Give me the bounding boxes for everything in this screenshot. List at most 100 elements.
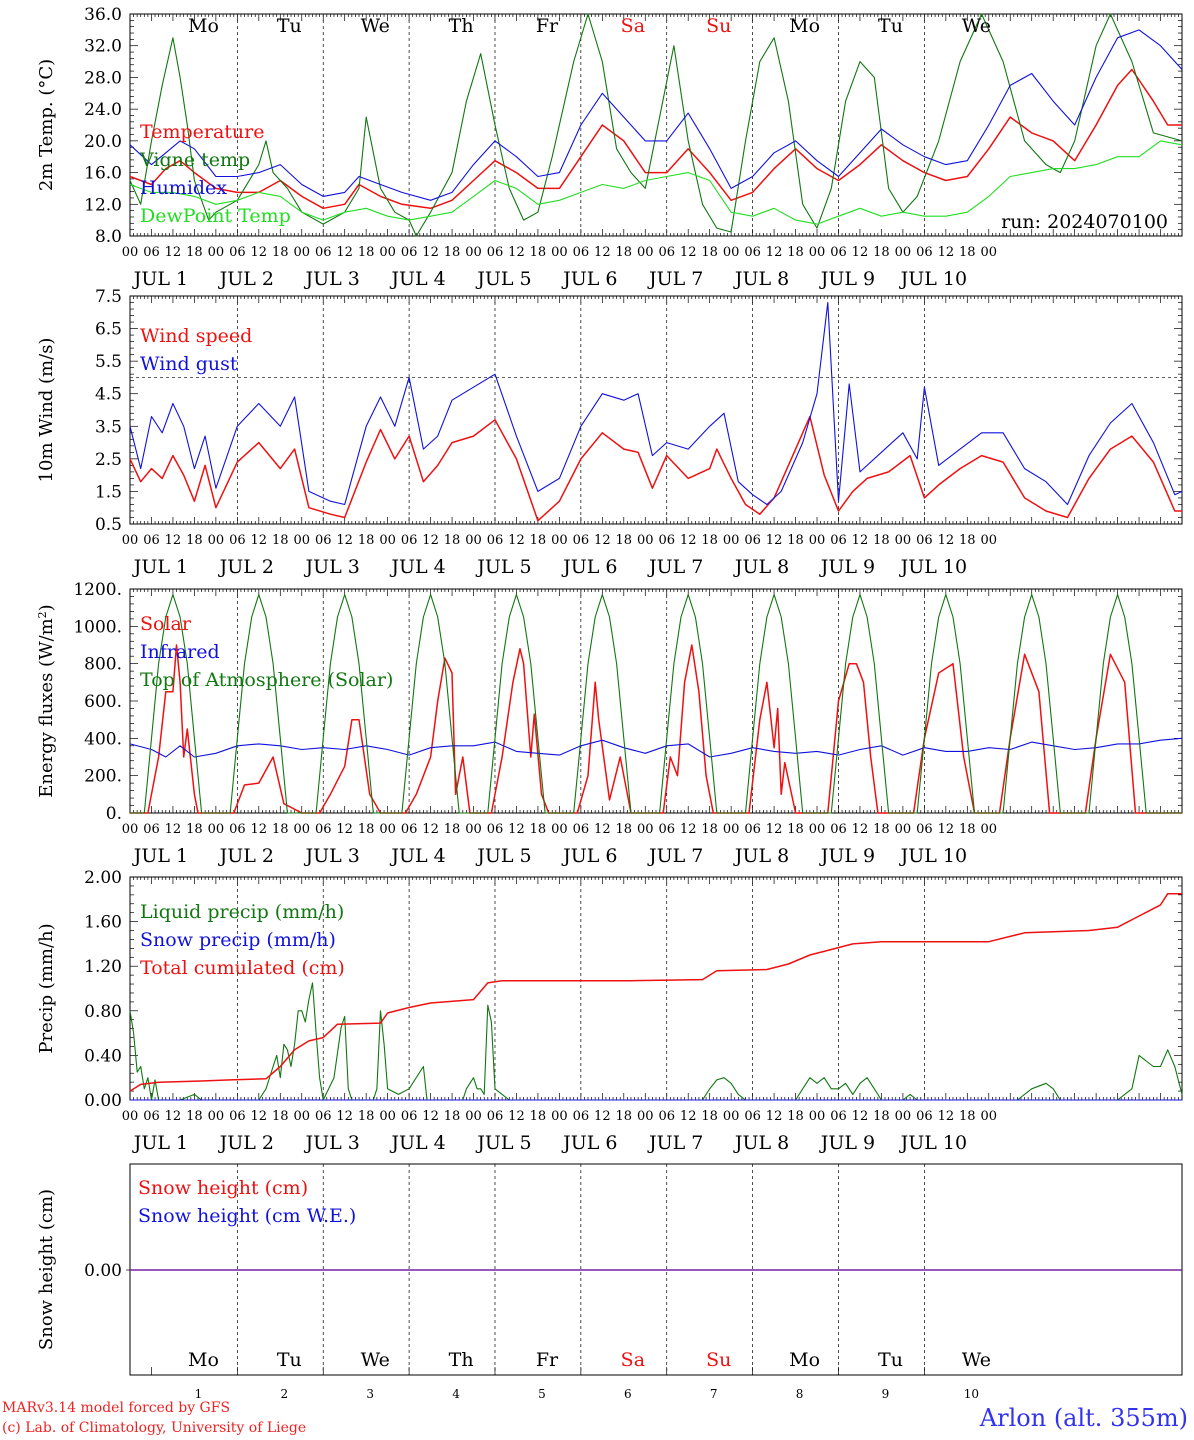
- hour-tick-label: 06: [658, 1109, 675, 1124]
- bottom-day-number: 6: [624, 1387, 632, 1400]
- y-tick-label: 1.5: [95, 482, 122, 502]
- hour-tick-label: 00: [208, 245, 225, 260]
- hour-tick-label: 00: [809, 822, 826, 837]
- hour-tick-label: 18: [701, 245, 718, 260]
- y-axis-title: Energy fluxes (W/m2): [36, 604, 58, 797]
- hour-tick-label: 00: [981, 822, 998, 837]
- day-letter-top: Tu: [878, 15, 903, 37]
- date-label: JUL 9: [819, 1132, 875, 1154]
- hour-tick-label: 12: [336, 822, 353, 837]
- hour-tick-label: 18: [358, 822, 375, 837]
- hour-tick-label: 06: [315, 533, 332, 548]
- hour-tick-label: 00: [122, 1109, 139, 1124]
- legend-entry: Humidex: [140, 177, 227, 199]
- date-label: JUL 4: [389, 268, 445, 290]
- bottom-day-number: 5: [538, 1387, 546, 1400]
- legend-entry: Solar: [140, 613, 192, 635]
- y-tick-label: 1200.: [73, 580, 122, 600]
- hour-tick-label: 12: [336, 1109, 353, 1124]
- hour-tick-label: 18: [787, 822, 804, 837]
- panel-2: 10m Wind (m/s): [36, 295, 1183, 525]
- hour-tick-label: 18: [787, 533, 804, 548]
- date-label: JUL 8: [733, 1132, 789, 1154]
- hour-tick-label: 00: [293, 533, 310, 548]
- y-tick-label: 32.0: [84, 37, 122, 57]
- hour-tick-label: 00: [551, 245, 568, 260]
- day-letter-top: Th: [449, 15, 474, 37]
- panel-4: Precip (mm/h): [36, 876, 1183, 1101]
- hour-tick-label: 18: [616, 822, 633, 837]
- date-label: JUL 1: [132, 268, 188, 290]
- hour-tick-label: 06: [143, 822, 160, 837]
- y-tick-label: 0.00: [84, 1261, 122, 1281]
- hour-tick-label: 00: [293, 245, 310, 260]
- bottom-day-number: 4: [452, 1387, 460, 1400]
- hour-tick-label: 06: [744, 822, 761, 837]
- hour-tick-label: 00: [551, 822, 568, 837]
- y-tick-label: 6.5: [95, 320, 122, 340]
- hour-tick-label: 00: [723, 1109, 740, 1124]
- date-label: JUL 9: [819, 268, 875, 290]
- date-label: JUL 3: [304, 268, 360, 290]
- hour-tick-label: 12: [766, 245, 783, 260]
- day-letter-bottom: Th: [449, 1349, 474, 1371]
- series-line-temperature: [129, 68, 1182, 210]
- hour-tick-label: 18: [444, 533, 461, 548]
- hour-tick-label: 06: [830, 245, 847, 260]
- hour-tick-label: 18: [530, 822, 547, 837]
- hour-tick-label: 06: [315, 245, 332, 260]
- hour-tick-label: 12: [594, 822, 611, 837]
- hour-tick-label: 18: [186, 533, 203, 548]
- date-label: JUL 10: [899, 556, 967, 578]
- day-letter-bottom: We: [962, 1349, 991, 1371]
- hour-tick-label: 00: [723, 533, 740, 548]
- hour-tick-label: 00: [208, 822, 225, 837]
- hour-tick-label: 18: [358, 245, 375, 260]
- legend-entry: Wind gust: [140, 353, 238, 375]
- date-label: JUL 10: [899, 268, 967, 290]
- hour-tick-label: 12: [422, 245, 439, 260]
- day-letter-bottom: We: [361, 1349, 390, 1371]
- y-tick-label: 8.0: [95, 227, 122, 247]
- y-axis-title: Precip (mm/h): [36, 923, 57, 1053]
- date-label: JUL 4: [389, 556, 445, 578]
- hour-tick-label: 06: [573, 245, 590, 260]
- bottom-day-number: 7: [710, 1387, 718, 1400]
- legend-entry: DewPoint Temp: [140, 205, 291, 227]
- hour-tick-label: 06: [229, 822, 246, 837]
- y-tick-label: 0.40: [84, 1046, 122, 1066]
- panel-frame: [129, 13, 1183, 237]
- hour-tick-label: 18: [959, 245, 976, 260]
- hour-tick-label: 06: [143, 245, 160, 260]
- hour-tick-label: 06: [487, 245, 504, 260]
- hour-tick-label: 06: [229, 245, 246, 260]
- date-label: JUL 3: [304, 556, 360, 578]
- bottom-day-number: 3: [366, 1387, 374, 1400]
- date-label: JUL 2: [218, 1132, 274, 1154]
- legend-entry: Infrared: [140, 641, 220, 663]
- hour-tick-label: 18: [186, 1109, 203, 1124]
- y-axis-title: 10m Wind (m/s): [36, 338, 57, 483]
- date-label: JUL 6: [561, 268, 617, 290]
- y-tick-label: 1.20: [84, 957, 122, 977]
- hour-tick-label: 18: [616, 533, 633, 548]
- hour-tick-label: 12: [852, 1109, 869, 1124]
- hour-tick-label: 06: [315, 822, 332, 837]
- hour-tick-label: 00: [895, 1109, 912, 1124]
- date-label: JUL 6: [561, 1132, 617, 1154]
- hour-tick-label: 12: [336, 533, 353, 548]
- hour-tick-label: 18: [530, 1109, 547, 1124]
- series-line-wind-speed: [129, 415, 1182, 522]
- hour-tick-label: 00: [637, 822, 654, 837]
- day-letter-top: Mo: [789, 15, 820, 37]
- hour-tick-label: 06: [487, 1109, 504, 1124]
- legend-entry: Total cumulated (cm): [140, 957, 345, 979]
- hour-tick-label: 00: [379, 1109, 396, 1124]
- run-label: run: 2024070100: [1001, 211, 1168, 233]
- date-label: JUL 5: [475, 268, 531, 290]
- hour-tick-label: 06: [916, 533, 933, 548]
- date-label: JUL 7: [647, 1132, 703, 1154]
- hour-tick-label: 00: [465, 822, 482, 837]
- date-label: JUL 4: [389, 845, 445, 867]
- hour-tick-label: 00: [809, 245, 826, 260]
